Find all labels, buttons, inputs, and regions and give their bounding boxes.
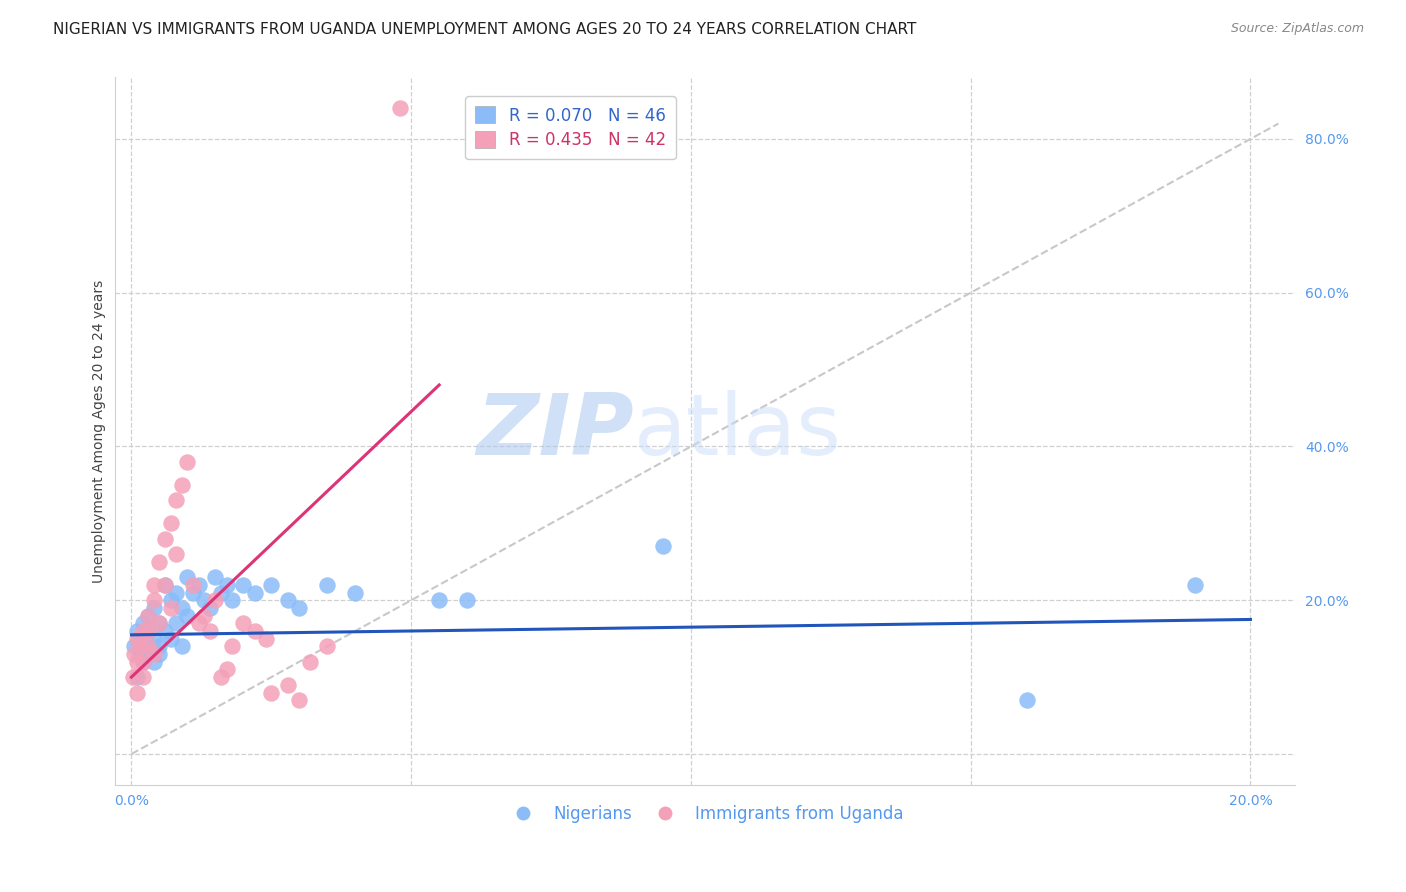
Point: [136, 647, 159, 661]
Point: [159, 593, 181, 607]
Point: [389, 101, 412, 115]
Point: [187, 578, 209, 592]
Text: atlas: atlas: [634, 390, 842, 473]
Text: Source: ZipAtlas.com: Source: ZipAtlas.com: [1230, 22, 1364, 36]
Point: [125, 670, 148, 684]
Point: [159, 516, 181, 531]
Point: [125, 685, 148, 699]
Point: [125, 632, 148, 646]
Point: [153, 578, 176, 592]
Point: [142, 655, 165, 669]
Point: [142, 578, 165, 592]
Point: [232, 616, 254, 631]
Point: [215, 578, 238, 592]
Point: [142, 601, 165, 615]
Point: [148, 616, 170, 631]
Point: [125, 624, 148, 638]
Point: [165, 547, 187, 561]
Point: [136, 624, 159, 638]
Point: [131, 616, 153, 631]
Point: [136, 608, 159, 623]
Point: [142, 632, 165, 646]
Point: [125, 655, 148, 669]
Point: [260, 578, 283, 592]
Point: [181, 585, 204, 599]
Point: [134, 632, 156, 646]
Point: [131, 670, 153, 684]
Point: [193, 608, 215, 623]
Point: [136, 608, 159, 623]
Point: [652, 540, 675, 554]
Point: [176, 455, 198, 469]
Point: [159, 632, 181, 646]
Point: [148, 555, 170, 569]
Point: [181, 578, 204, 592]
Text: NIGERIAN VS IMMIGRANTS FROM UGANDA UNEMPLOYMENT AMONG AGES 20 TO 24 YEARS CORREL: NIGERIAN VS IMMIGRANTS FROM UGANDA UNEMP…: [53, 22, 917, 37]
Point: [243, 585, 266, 599]
Point: [142, 593, 165, 607]
Point: [136, 640, 159, 654]
Point: [128, 647, 150, 661]
Point: [193, 593, 215, 607]
Point: [316, 578, 339, 592]
Point: [209, 670, 232, 684]
Point: [344, 585, 367, 599]
Point: [209, 585, 232, 599]
Point: [260, 685, 283, 699]
Point: [215, 662, 238, 676]
Point: [131, 624, 153, 638]
Point: [148, 640, 170, 654]
Point: [277, 678, 299, 692]
Point: [187, 616, 209, 631]
Point: [128, 640, 150, 654]
Point: [165, 616, 187, 631]
Point: [288, 601, 311, 615]
Point: [142, 647, 165, 661]
Point: [136, 624, 159, 638]
Point: [288, 693, 311, 707]
Point: [299, 655, 322, 669]
Point: [204, 570, 226, 584]
Point: [170, 640, 193, 654]
Point: [153, 578, 176, 592]
Point: [1015, 693, 1038, 707]
Point: [122, 640, 145, 654]
Text: ZIP: ZIP: [477, 390, 634, 473]
Point: [148, 616, 170, 631]
Point: [131, 655, 153, 669]
Point: [131, 655, 153, 669]
Legend: Nigerians, Immigrants from Uganda: Nigerians, Immigrants from Uganda: [499, 798, 910, 830]
Y-axis label: Unemployment Among Ages 20 to 24 years: Unemployment Among Ages 20 to 24 years: [93, 279, 107, 582]
Point: [159, 601, 181, 615]
Point: [122, 647, 145, 661]
Point: [170, 601, 193, 615]
Point: [122, 670, 145, 684]
Point: [148, 647, 170, 661]
Point: [153, 624, 176, 638]
Point: [198, 624, 221, 638]
Point: [221, 640, 243, 654]
Point: [277, 593, 299, 607]
Point: [254, 632, 277, 646]
Point: [427, 593, 450, 607]
Point: [456, 593, 478, 607]
Point: [176, 570, 198, 584]
Point: [243, 624, 266, 638]
Point: [232, 578, 254, 592]
Point: [165, 585, 187, 599]
Point: [316, 640, 339, 654]
Point: [153, 532, 176, 546]
Point: [170, 478, 193, 492]
Point: [1184, 578, 1206, 592]
Point: [198, 601, 221, 615]
Point: [221, 593, 243, 607]
Point: [204, 593, 226, 607]
Point: [176, 608, 198, 623]
Point: [165, 493, 187, 508]
